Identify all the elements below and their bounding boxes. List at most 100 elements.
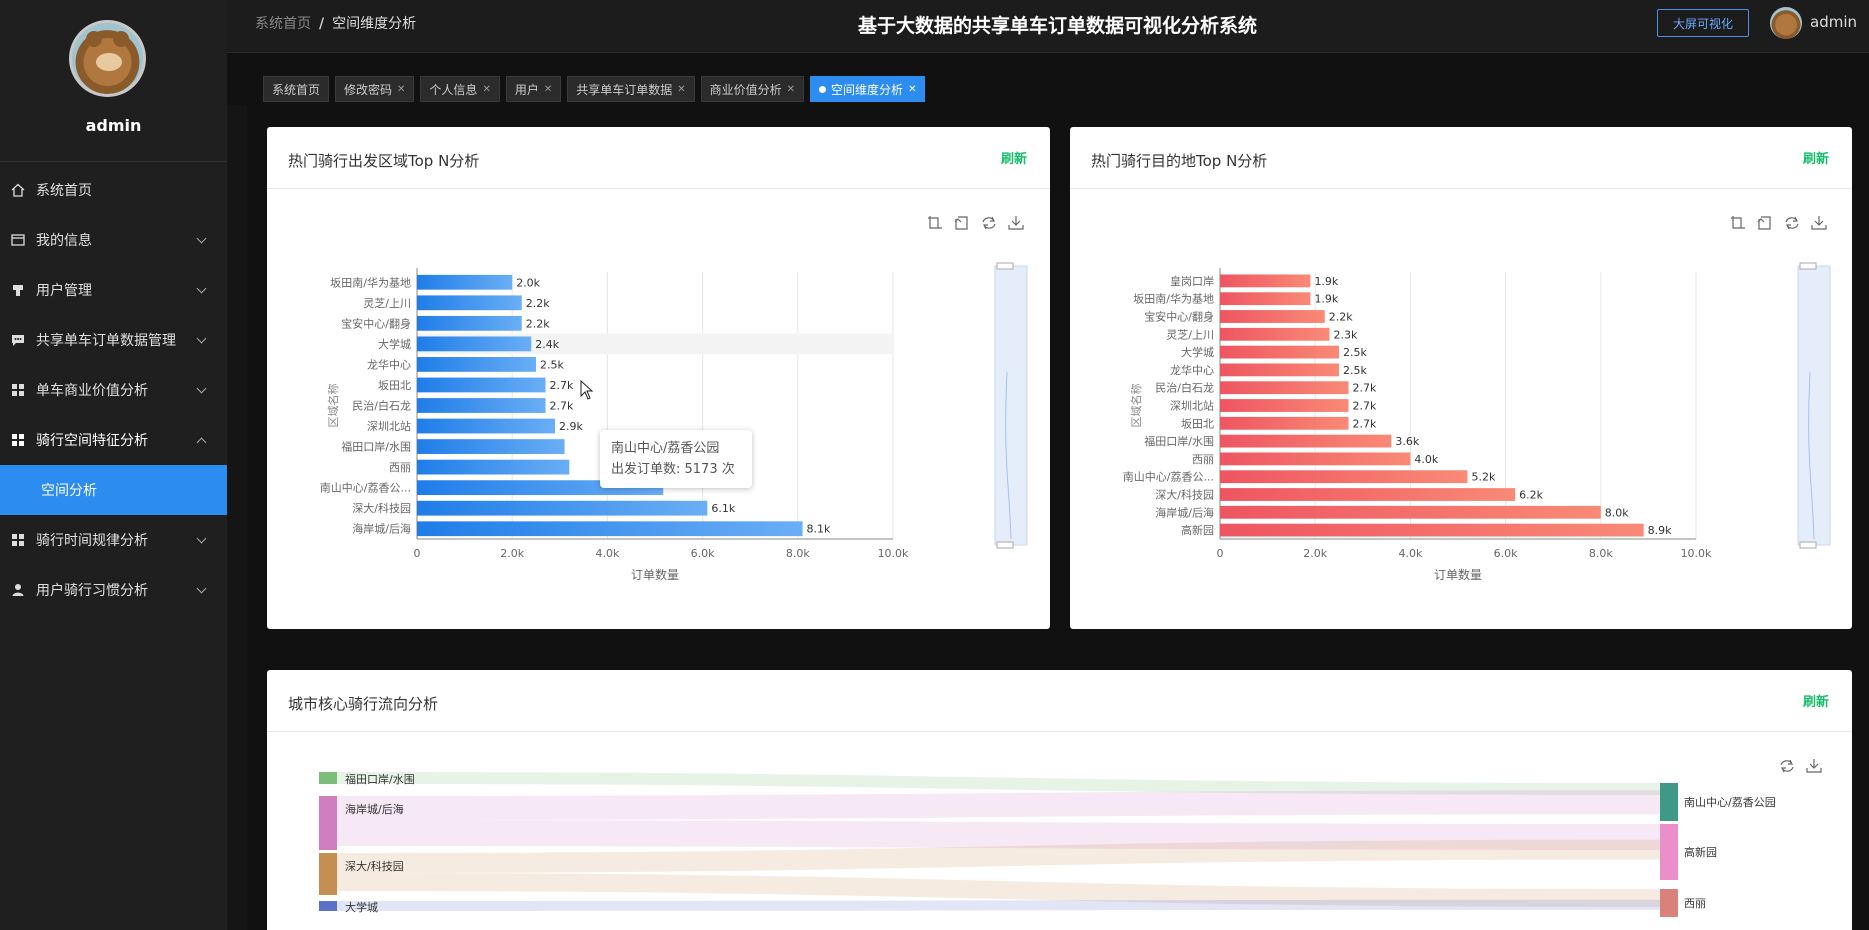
sidebar-item-business-value[interactable]: 单车商业价值分析 xyxy=(0,365,227,415)
y-tick-label: 深大/科技园 xyxy=(352,501,411,515)
data-label: 2.5k xyxy=(1343,364,1367,377)
close-icon[interactable]: ✕ xyxy=(908,83,917,95)
sidebar-item-user-mgmt[interactable]: 用户管理 xyxy=(0,265,227,315)
breadcrumb-home[interactable]: 系统首页 xyxy=(255,16,311,32)
bar xyxy=(1220,292,1311,306)
y-tick-label: 龙华中心 xyxy=(1170,363,1214,377)
tab-change-password[interactable]: 修改密码 ✕ xyxy=(335,76,415,102)
close-icon[interactable]: ✕ xyxy=(482,83,491,95)
breadcrumb-separator: / xyxy=(319,16,325,32)
chevron-down-icon xyxy=(196,283,207,294)
refresh-button[interactable]: 刷新 xyxy=(1802,152,1829,167)
tab-user[interactable]: 用户 ✕ xyxy=(505,76,562,102)
y-tick-label: 高新园 xyxy=(1181,523,1214,537)
sidebar-item-label: 骑行空间特征分析 xyxy=(36,433,148,449)
chevron-up-icon xyxy=(196,437,207,448)
sankey-source-label: 大学城 xyxy=(345,900,378,914)
zoom-reset-icon[interactable] xyxy=(1757,215,1773,231)
hover-band xyxy=(417,333,893,355)
restore-icon[interactable] xyxy=(1779,758,1795,774)
sidebar-item-label: 骑行时间规律分析 xyxy=(36,533,148,549)
close-icon[interactable]: ✕ xyxy=(677,83,686,95)
restore-icon[interactable] xyxy=(1784,215,1800,231)
datazoom-handle-top xyxy=(1799,262,1817,270)
tab-spatial[interactable]: 空间维度分析 ✕ xyxy=(810,76,926,102)
tooltip-title: 南山中心/荔香公园 xyxy=(611,441,720,456)
y-tick-label: 灵芝/上川 xyxy=(363,297,411,310)
close-icon[interactable]: ✕ xyxy=(543,83,553,95)
data-label: 1.9k xyxy=(1314,293,1338,306)
card-title: 热门骑行出发区域Top N分析 xyxy=(288,152,480,170)
datazoom-shadow xyxy=(1005,371,1012,540)
x-axis-title: 订单数量 xyxy=(631,567,679,582)
data-label: 6.2k xyxy=(1519,489,1543,502)
y-tick-label: 南山中心/荔香公... xyxy=(1123,471,1214,484)
sidebar-item-label: 系统首页 xyxy=(36,183,92,199)
tab-home[interactable]: 系统首页 xyxy=(263,76,330,102)
tab-business[interactable]: 商业价值分析 ✕ xyxy=(700,76,805,102)
sankey-link xyxy=(337,790,1660,820)
x-tick-label: 8.0k xyxy=(1589,547,1613,560)
data-label: 6.1k xyxy=(711,502,735,515)
tab-profile[interactable]: 个人信息 ✕ xyxy=(420,76,500,102)
sankey-link xyxy=(337,899,1660,911)
grid-icon xyxy=(10,432,26,448)
destination-bar-chart[interactable]: 皇岗口岸 1.9k 坂田南/华为基地 1.9k 宝安中心/翻身 2.2k 灵芝/上川 2.3k… xyxy=(1070,127,1852,629)
download-icon[interactable] xyxy=(1008,215,1024,231)
restore-icon[interactable] xyxy=(981,215,997,231)
sidebar-divider xyxy=(0,161,227,162)
chart-toolbox xyxy=(927,215,1024,231)
sankey-target-label: 南山中心/荔香公园 xyxy=(1684,796,1776,809)
sidebar-item-spatial[interactable]: 骑行空间特征分析 xyxy=(0,415,227,465)
bar xyxy=(417,398,546,413)
datazoom-handle-bottom xyxy=(996,541,1014,549)
chart-tooltip: 南山中心/荔香公园 出发订单数: 5173 次 xyxy=(600,430,752,488)
sankey-target-node xyxy=(1660,824,1678,880)
data-label: 2.7k xyxy=(1353,382,1377,395)
y-tick-label: 民治/白石龙 xyxy=(1155,381,1214,395)
download-icon[interactable] xyxy=(1811,215,1827,231)
sidebar-item-home[interactable]: 系统首页 xyxy=(0,165,227,215)
avatar-face xyxy=(96,53,122,71)
x-axis-title: 订单数量 xyxy=(1434,567,1482,582)
bar xyxy=(1220,381,1349,395)
sidebar-item-time[interactable]: 骑行时间规律分析 xyxy=(0,515,227,565)
zoom-icon[interactable] xyxy=(927,215,943,231)
zoom-icon[interactable] xyxy=(1730,215,1746,231)
tab-orders[interactable]: 共享单车订单数据 ✕ xyxy=(567,76,695,102)
data-label: 2.2k xyxy=(526,317,550,330)
bar xyxy=(1220,310,1325,323)
zoom-reset-icon[interactable] xyxy=(954,215,970,231)
start-area-bar-chart[interactable]: 坂田南/华为基地 2.0k 灵芝/上川 2.2k 宝安中心/翻身 2.2k 大学城 2.4k 龙… xyxy=(267,127,1050,629)
y-tick-label: 民治/白石龙 xyxy=(352,399,411,413)
sidebar-item-my-info[interactable]: 我的信息 xyxy=(0,215,227,265)
close-icon[interactable]: ✕ xyxy=(786,83,796,95)
grid-icon xyxy=(10,382,26,398)
breadcrumb-current: 空间维度分析 xyxy=(332,16,417,32)
y-tick-label: 西丽 xyxy=(389,461,411,474)
avatar[interactable] xyxy=(69,20,146,97)
tab-label: 个人信息 xyxy=(429,82,478,97)
mouse-cursor-icon xyxy=(580,380,594,400)
bar xyxy=(1220,488,1516,501)
tab-label: 空间维度分析 xyxy=(831,82,904,97)
sidebar-item-habit[interactable]: 用户骑行习惯分析 xyxy=(0,565,227,615)
bigscreen-button[interactable]: 大屏可视化 xyxy=(1657,9,1749,37)
refresh-button[interactable]: 刷新 xyxy=(1000,152,1027,167)
sidebar-item-order-mgmt[interactable]: 共享单车订单数据管理 xyxy=(0,315,227,365)
sankey-source-node xyxy=(319,901,337,911)
header-username[interactable]: admin xyxy=(1810,13,1857,31)
y-tick-label: 大学城 xyxy=(378,337,411,351)
bar xyxy=(1220,274,1311,288)
y-tick-label: 海岸城/后海 xyxy=(352,522,411,536)
y-tick-label: 坂田北 xyxy=(378,379,411,392)
tab-label: 修改密码 xyxy=(344,82,393,97)
download-icon[interactable] xyxy=(1806,758,1822,774)
sidebar-subitem-spatial-analysis[interactable]: 空间分析 xyxy=(0,465,227,515)
data-label: 2.9k xyxy=(559,420,583,433)
close-icon[interactable]: ✕ xyxy=(397,83,406,95)
avatar[interactable] xyxy=(1770,7,1802,39)
refresh-button[interactable]: 刷新 xyxy=(1802,695,1829,710)
sankey-target-label: 西丽 xyxy=(1684,897,1706,910)
